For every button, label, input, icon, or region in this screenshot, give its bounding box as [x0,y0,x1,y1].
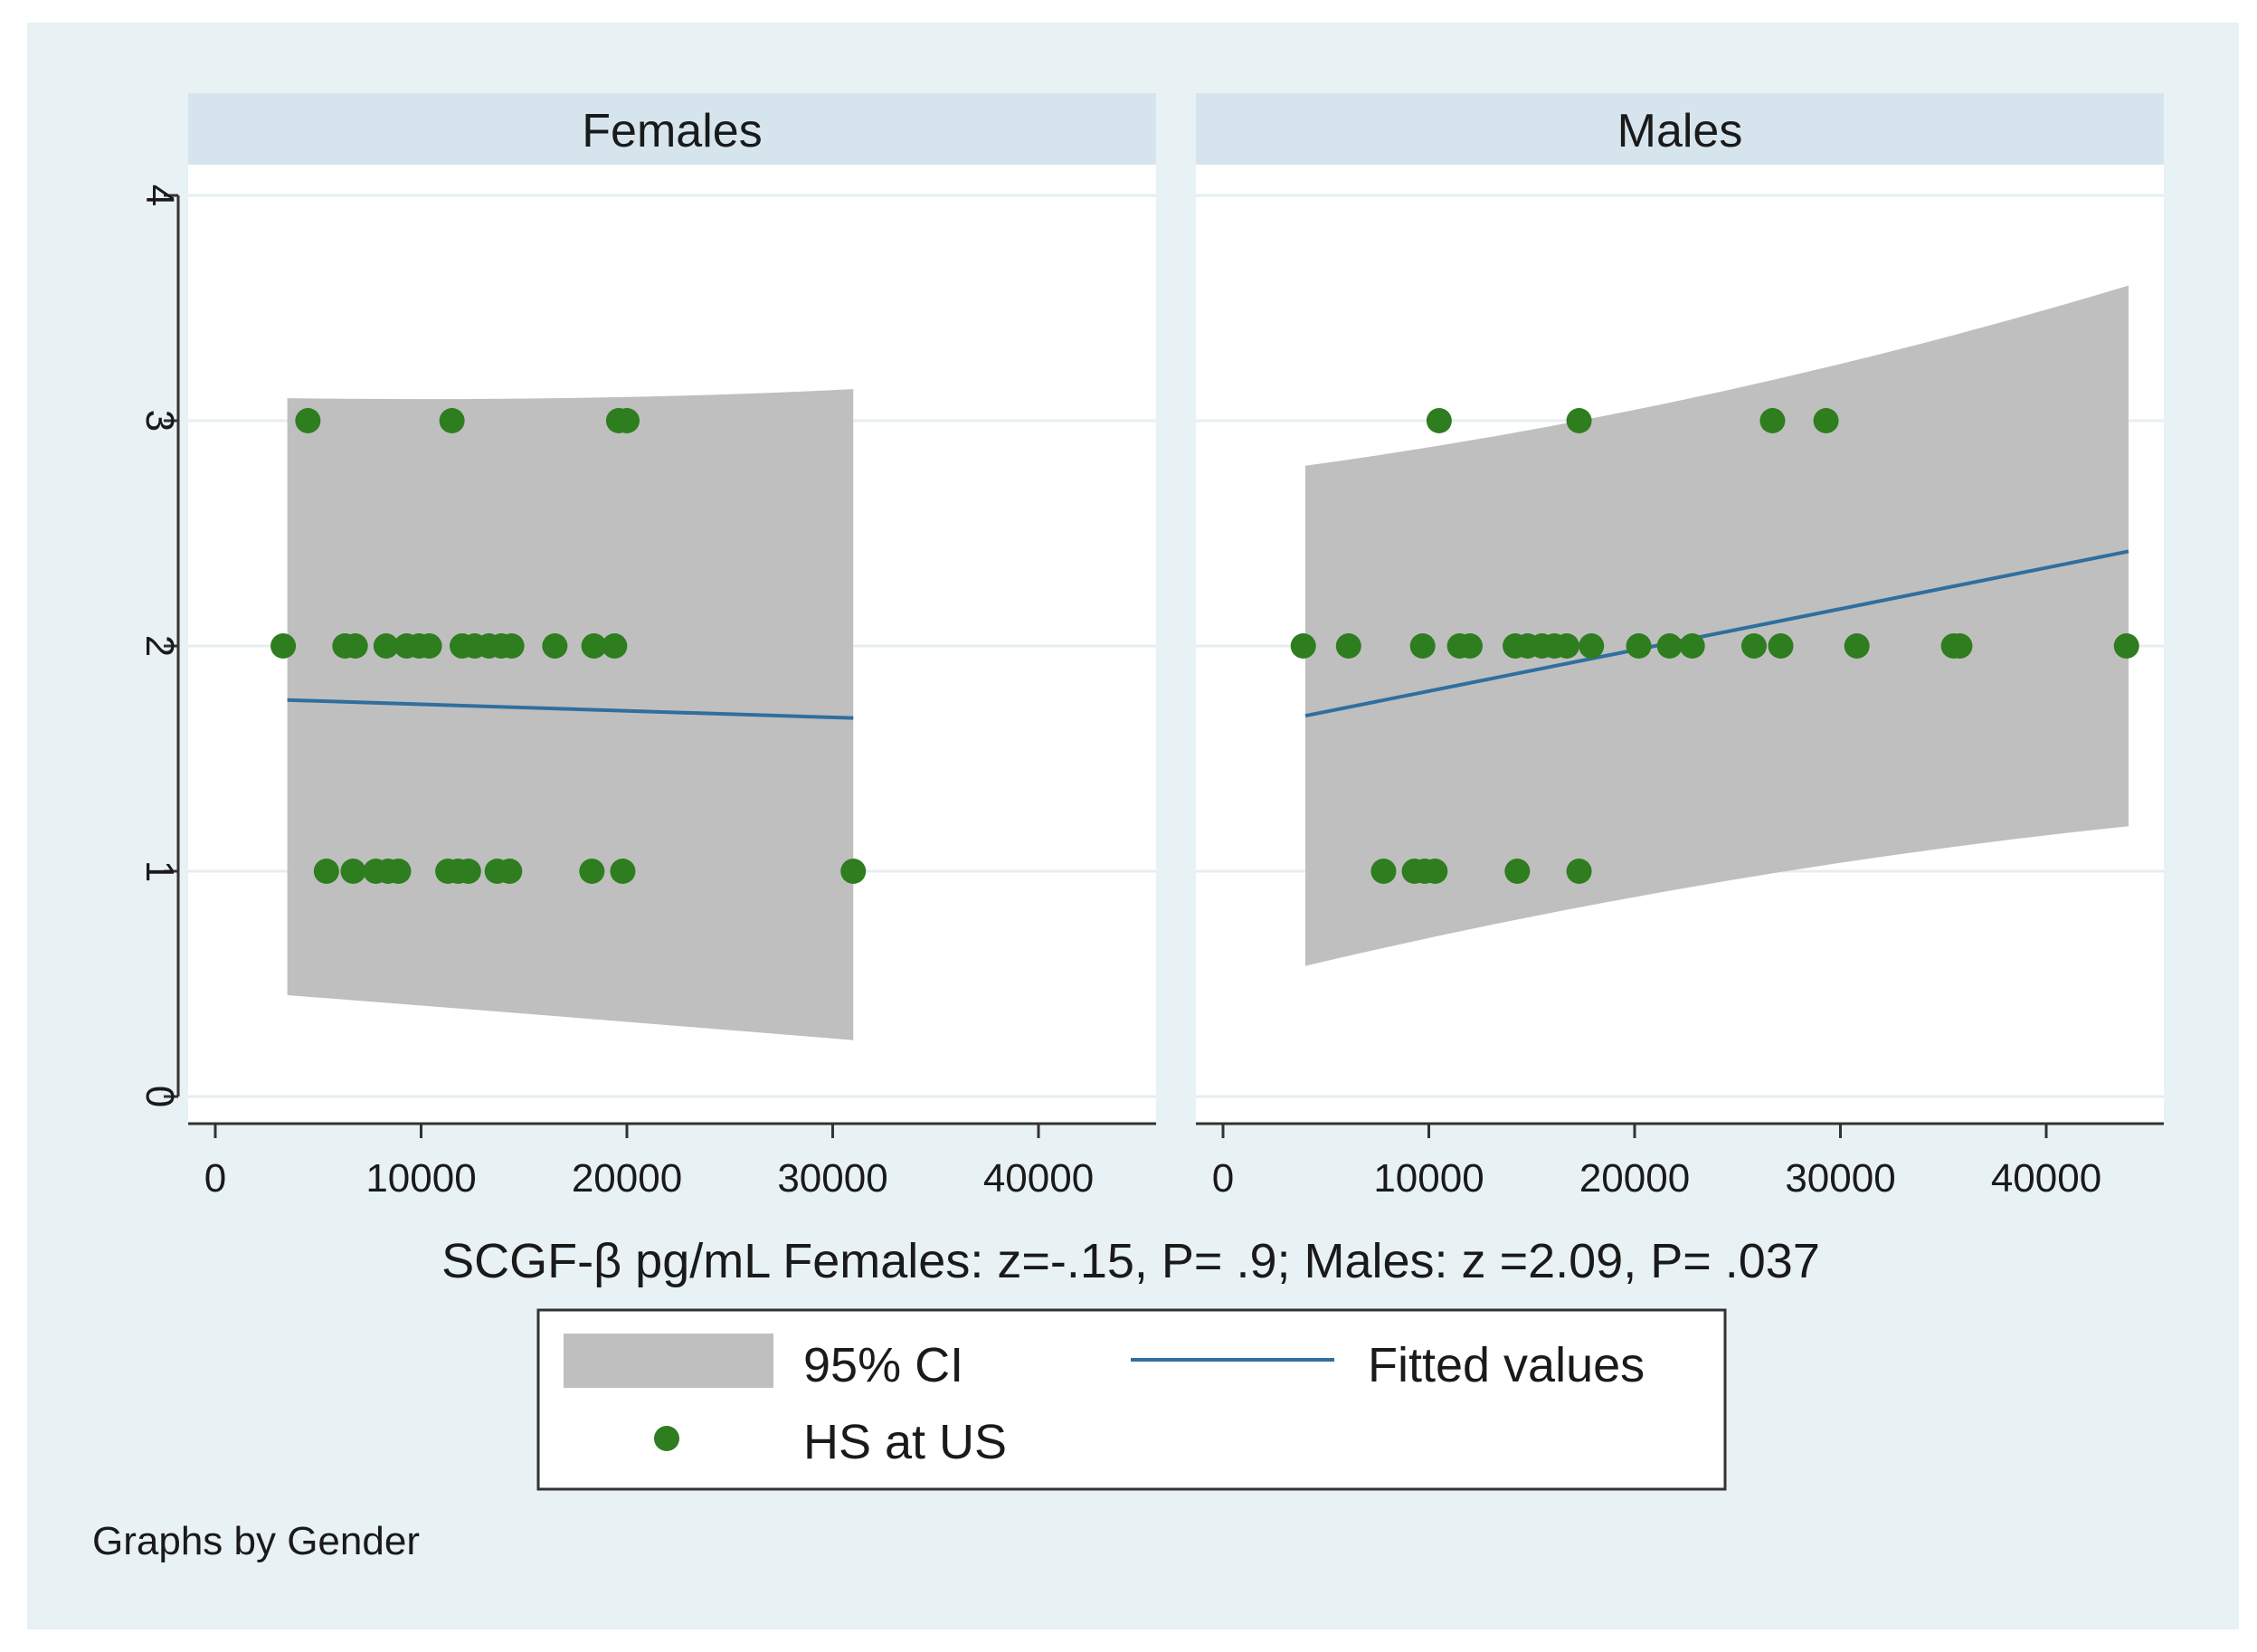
data-point [1457,633,1483,659]
data-point [542,633,568,659]
x-tick-label: 30000 [777,1156,887,1201]
panel-females: Females 0 10000 20000 30000 40000 [188,93,1156,1201]
data-point [342,633,368,659]
panel-header [1196,93,2164,165]
data-point [497,859,523,884]
panel-title: Males [1617,105,1743,157]
data-point [385,859,412,884]
legend-label-ci: 95% CI [803,1338,963,1392]
data-point [1290,633,1316,659]
x-tick-label: 20000 [572,1156,682,1201]
data-point [439,408,465,433]
data-point [1566,859,1592,884]
data-point [1844,633,1870,659]
data-point [1335,633,1361,659]
data-point [610,859,636,884]
data-point [1679,633,1705,659]
data-point [270,633,297,659]
graphs-by-note: Graphs by Gender [92,1519,420,1563]
x-tick-label: 40000 [983,1156,1094,1201]
x-tick-label: 0 [204,1156,226,1201]
data-point [1426,408,1452,433]
panel-males: Males 0 10000 20000 30000 40000 [1196,93,2164,1201]
panels-layer: Females 0 10000 20000 30000 40000 Males 0 10000 2… [138,93,2164,1201]
legend-swatch-points [654,1426,679,1451]
data-point [498,633,525,659]
x-tick-label: 0 [1212,1156,1234,1201]
data-point [840,859,867,884]
x-tick-label: 20000 [1579,1156,1690,1201]
ci-band [1305,285,2129,966]
data-point [340,859,366,884]
data-point [295,408,321,433]
fitted-line [1304,549,2129,718]
data-point [2113,633,2139,659]
data-point [1759,408,1786,433]
panel-title: Females [582,105,762,157]
data-point [1740,633,1767,659]
data-point [602,633,628,659]
data-point [1504,859,1531,884]
data-point [416,633,442,659]
data-point [1947,633,1973,659]
legend-label-fit: Fitted values [1368,1338,1645,1392]
fitted-line [287,698,854,720]
y-tick-label: 2 [138,635,182,657]
legend-label-points: HS at US [803,1415,1007,1469]
data-point [1579,633,1605,659]
x-tick-label: 40000 [1991,1156,2101,1201]
ci-band [287,389,854,1040]
data-point [373,633,399,659]
y-axis: 0 1 2 3 4 [138,185,182,1107]
data-point [1553,633,1579,659]
x-axis-title: SCGF-β pg/mL Females: z=-.15, P= .9; Mal… [441,1234,1820,1288]
legend-swatch-ci [564,1334,773,1388]
data-point [581,633,607,659]
data-point [1566,408,1592,433]
x-tick-label: 30000 [1785,1156,1895,1201]
y-tick-label: 1 [138,860,182,882]
y-tick-label: 0 [138,1086,182,1107]
data-point [313,859,339,884]
y-tick-label: 3 [138,410,182,432]
data-point [1768,633,1794,659]
panel-header [188,93,1156,165]
data-point [1656,633,1683,659]
legend: 95% CI Fitted values HS at US [536,1308,1727,1491]
data-point [1409,633,1436,659]
data-point [614,408,640,433]
x-tick-label: 10000 [365,1156,476,1201]
data-point [1626,633,1652,659]
data-point [579,859,605,884]
data-point [455,859,481,884]
data-point [1370,859,1397,884]
data-point [1813,408,1839,433]
y-tick-label: 4 [138,185,182,206]
x-tick-label: 10000 [1373,1156,1484,1201]
data-point [1422,859,1448,884]
